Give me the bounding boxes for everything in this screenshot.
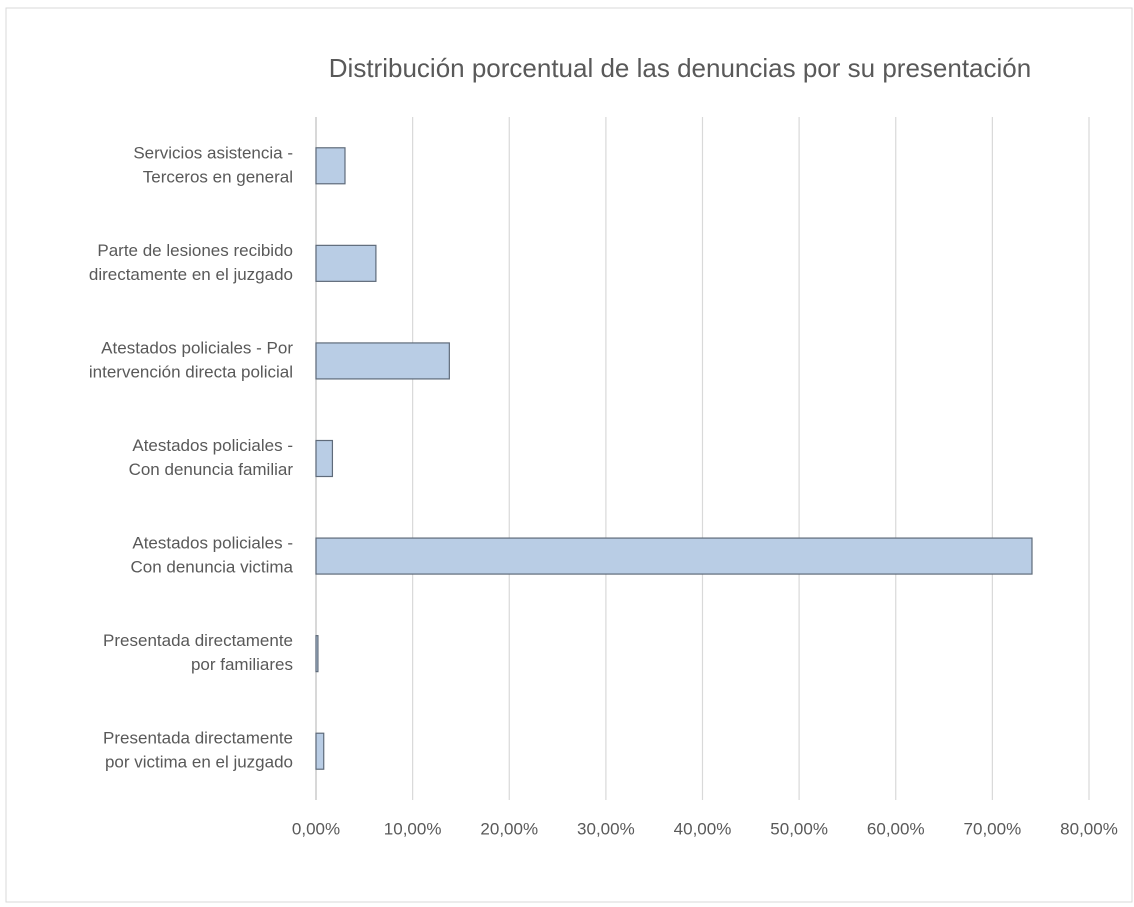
y-tick-label: Parte de lesiones recibido: [97, 241, 293, 260]
y-tick-label: directamente en el juzgado: [89, 265, 293, 284]
bar: [315, 342, 450, 380]
bar: [315, 732, 325, 770]
bar: [315, 439, 334, 478]
y-tick-label: por familiares: [191, 655, 293, 674]
y-tick-label: Atestados policiales - Por: [101, 338, 293, 357]
y-tick-label: Terceros en general: [143, 167, 293, 186]
y-tick-label: Con denuncia familiar: [129, 460, 294, 479]
chart-border: [5, 7, 1133, 903]
x-tick-label: 0,00%: [292, 819, 340, 838]
y-tick-label: Servicios asistencia -: [133, 143, 293, 162]
y-tick-label: Con denuncia victima: [130, 558, 293, 577]
x-tick-label: 30,00%: [577, 819, 635, 838]
y-tick-label: Presentada directamente: [103, 631, 293, 650]
y-tick-label: por victima en el juzgado: [105, 753, 293, 772]
y-tick-label: Atestados policiales -: [132, 534, 293, 553]
bar: [315, 537, 1033, 575]
bar: [315, 635, 319, 673]
x-tick-label: 80,00%: [1060, 819, 1118, 838]
x-tick-label: 10,00%: [384, 819, 442, 838]
y-tick-label: Atestados policiales -: [132, 436, 293, 455]
x-tick-label: 70,00%: [964, 819, 1022, 838]
x-tick-label: 20,00%: [480, 819, 538, 838]
bar: [315, 244, 377, 282]
bar: [315, 147, 346, 185]
x-tick-label: 50,00%: [770, 819, 828, 838]
y-tick-label: intervención directa policial: [89, 362, 293, 381]
y-tick-label: Presentada directamente: [103, 729, 293, 748]
x-tick-label: 60,00%: [867, 819, 925, 838]
chart-title: Distribución porcentual de las denuncias…: [329, 53, 1031, 83]
x-tick-label: 40,00%: [674, 819, 732, 838]
